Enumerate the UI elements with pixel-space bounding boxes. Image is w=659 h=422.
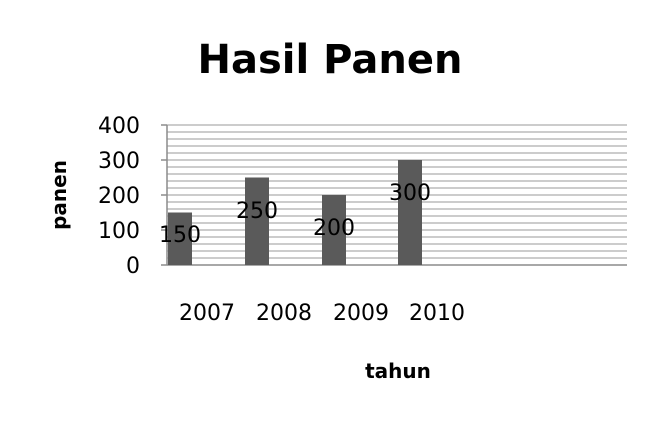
labels: 0 100 200 300 400 2007 150 2008 250 2009 200 2010 30… (98, 114, 465, 326)
bar-2009 (322, 195, 346, 265)
x-tick-label: 2008 (256, 301, 312, 326)
axes (161, 124, 627, 266)
bar-2008 (245, 177, 269, 265)
bars (168, 160, 422, 265)
y-axis-title: panen (47, 160, 71, 230)
y-tick-label: 400 (98, 114, 140, 139)
x-tick-label: 2007 (179, 301, 235, 326)
x-tick-label: 2009 (333, 301, 389, 326)
y-tick-label: 300 (98, 149, 140, 174)
data-label-2010: 300 (389, 181, 431, 206)
y-tick-label: 200 (98, 184, 140, 209)
x-tick-label: 2010 (409, 301, 465, 326)
y-tick-label: 100 (98, 219, 140, 244)
data-label-2009: 200 (313, 216, 355, 241)
data-label-2008: 250 (236, 199, 278, 224)
data-label-2007: 150 (159, 223, 201, 248)
bar-2010 (398, 160, 422, 265)
x-axis-title: tahun (365, 359, 431, 383)
bar-2007 (168, 212, 192, 265)
y-tick-label: 0 (126, 254, 140, 279)
chart-title: Hasil Panen (198, 37, 463, 83)
gridlines (167, 124, 627, 259)
